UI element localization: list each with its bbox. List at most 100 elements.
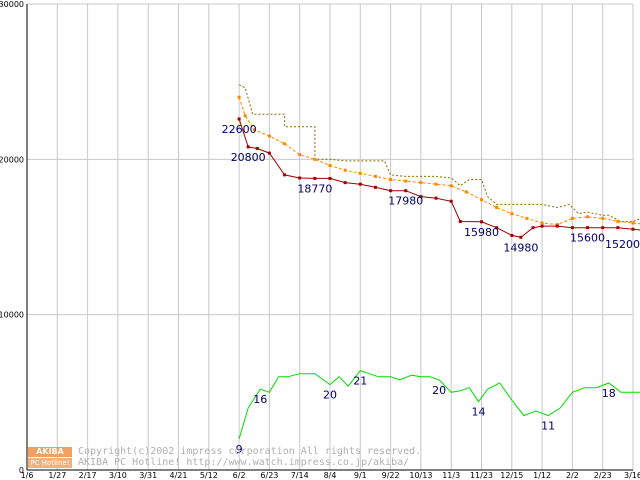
x-tick-label: 1/27 xyxy=(48,471,66,480)
point-min_price xyxy=(480,220,483,224)
akiba-logo: AKIBA PC Hotline! xyxy=(28,447,74,469)
point-min_price xyxy=(601,226,605,230)
data-label: 18 xyxy=(602,387,616,400)
x-tick-label: 3/16 xyxy=(624,471,640,480)
point-min_price xyxy=(237,117,241,121)
point-average_price xyxy=(298,153,302,157)
logo-top: AKIBA xyxy=(28,447,72,457)
point-average_price xyxy=(464,190,468,194)
x-tick-label: 9/22 xyxy=(382,471,400,480)
point-min_price xyxy=(313,176,317,180)
point-average_price xyxy=(389,178,393,182)
point-average_price xyxy=(480,198,483,202)
point-average_price xyxy=(555,223,559,227)
point-min_price xyxy=(519,235,523,239)
point-min_price xyxy=(419,195,423,199)
x-tick-label: 6/23 xyxy=(260,471,278,480)
point-average_price xyxy=(601,216,605,220)
copyright-watermark: AKIBA PC Hotline! Copyright(c)2002 impre… xyxy=(28,446,528,470)
data-label: 21 xyxy=(353,375,367,388)
x-tick-label: 2/23 xyxy=(594,471,612,480)
data-label: 20 xyxy=(323,389,337,402)
point-average_price xyxy=(631,221,635,225)
axes xyxy=(26,4,633,471)
point-min_price xyxy=(255,146,259,150)
logo-bottom: PC Hotline! xyxy=(28,458,72,468)
point-average_price xyxy=(237,95,241,99)
point-average_price xyxy=(570,216,574,220)
point-average_price xyxy=(586,215,590,219)
point-average_price xyxy=(283,142,287,146)
series-group xyxy=(237,84,640,440)
copyright-line: Copyright(c)2002 impress corporation All… xyxy=(78,446,422,457)
point-min_price xyxy=(510,233,514,237)
point-min_price xyxy=(586,226,590,230)
x-tick-label: 1/6 xyxy=(21,471,34,480)
y-tick-label: 30000 xyxy=(0,0,24,9)
point-average_price xyxy=(540,221,544,225)
point-min_price xyxy=(434,196,438,200)
point-average_price xyxy=(358,171,362,175)
x-tick-label: 12/15 xyxy=(500,471,523,480)
x-tick-label: 6/2 xyxy=(233,471,246,480)
y-tick-labels: 0 10000 20000 30000 xyxy=(0,0,24,475)
data-label: 16 xyxy=(253,393,267,406)
data-label: 20 xyxy=(432,384,446,397)
x-tick-label: 2/2 xyxy=(566,471,579,480)
point-min_price xyxy=(283,173,287,177)
x-tick-label: 3/10 xyxy=(109,471,127,480)
point-min_price xyxy=(458,219,462,223)
point-average_price xyxy=(243,114,247,118)
point-min_price xyxy=(495,226,499,230)
point-min_price xyxy=(555,224,559,228)
data-label: 15980 xyxy=(464,226,499,239)
point-average_price xyxy=(419,181,423,185)
point-min_price xyxy=(631,227,635,231)
point-average_price xyxy=(313,157,317,161)
x-tick-label: 3/31 xyxy=(139,471,157,480)
x-tick-label: 5/12 xyxy=(200,471,218,480)
point-min_price xyxy=(343,181,347,185)
data-label: 20800 xyxy=(231,151,266,164)
x-tick-label: 4/21 xyxy=(170,471,188,480)
point-min_price xyxy=(404,189,408,193)
point-min_price xyxy=(540,224,544,228)
y-tick-label: 20000 xyxy=(0,155,24,164)
series-line-shop_count xyxy=(238,370,640,440)
point-min_price xyxy=(328,176,332,180)
x-tick-label: 2/17 xyxy=(79,471,97,480)
x-tick-labels: 1/6 1/27 2/17 3/10 3/31 4/21 5/12 6/2 6/23 7/14 8/… xyxy=(21,471,640,480)
point-min_price xyxy=(389,189,393,193)
point-average_price xyxy=(495,205,499,209)
point-average_price xyxy=(449,184,453,188)
series-line-average_price xyxy=(238,97,640,226)
y-tick-label: 0 xyxy=(19,466,24,475)
data-label: 14 xyxy=(471,406,485,419)
series-line-max_price xyxy=(238,84,640,222)
point-min_price xyxy=(531,226,535,230)
point-average_price xyxy=(252,128,256,132)
data-label: 17980 xyxy=(388,195,423,208)
point-min_price xyxy=(267,151,271,155)
point-average_price xyxy=(434,182,438,186)
point-min_price xyxy=(570,226,574,230)
data-label: 14980 xyxy=(503,241,538,254)
y-tick-label: 10000 xyxy=(0,311,24,320)
watermark-text: Copyright(c)2002 impress corporation All… xyxy=(78,446,421,468)
point-min_price xyxy=(358,182,362,186)
x-tick-label: 9/1 xyxy=(354,471,367,480)
data-label: 18770 xyxy=(297,182,332,195)
data-label: 15600 xyxy=(570,232,605,245)
point-average_price xyxy=(373,174,377,178)
data-label: 11 xyxy=(541,420,555,433)
x-tick-label: 1/12 xyxy=(533,471,551,480)
x-tick-label: 8/4 xyxy=(324,471,337,480)
point-average_price xyxy=(328,164,332,168)
point-min_price xyxy=(298,176,302,180)
point-average_price xyxy=(267,134,271,138)
data-labels: 22600 20800 18770 17980 15980 14980 15600 15200… xyxy=(222,123,640,456)
data-label: 22600 xyxy=(222,123,257,136)
data-label: 9 xyxy=(236,443,243,456)
point-min_price xyxy=(616,226,620,230)
